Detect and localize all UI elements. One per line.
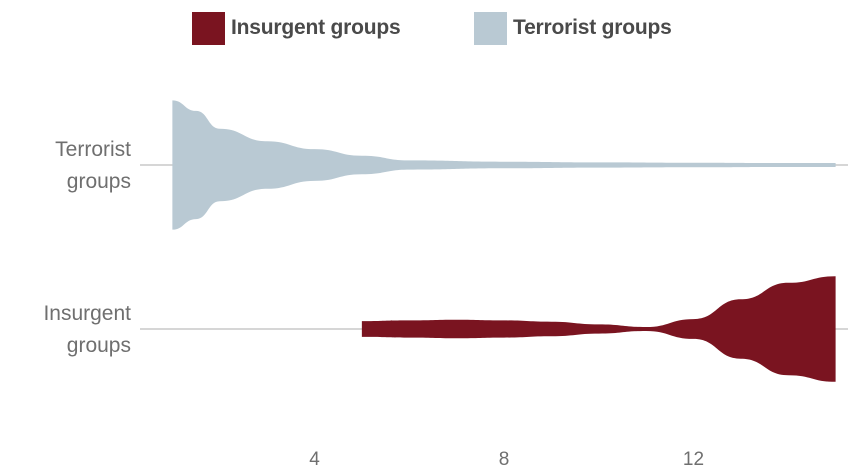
violin-terrorist bbox=[172, 100, 836, 230]
legend-label-terrorist: Terrorist groups bbox=[513, 16, 672, 39]
legend-swatch-terrorist bbox=[474, 11, 507, 45]
legend-item-insurgent: Insurgent groups bbox=[192, 10, 401, 46]
legend: Insurgent groups Terrorist groups bbox=[0, 10, 848, 46]
violin-insurgent bbox=[361, 276, 836, 382]
legend-swatch-insurgent bbox=[192, 11, 225, 45]
legend-label-insurgent: Insurgent groups bbox=[231, 16, 401, 39]
legend-item-terrorist: Terrorist groups bbox=[474, 10, 672, 46]
category-label-terrorist-1: Terrorist bbox=[55, 138, 131, 161]
category-label-insurgent-1: Insurgent bbox=[43, 302, 131, 325]
x-tick-label-4: 4 bbox=[309, 449, 320, 469]
category-label-terrorist-2: groups bbox=[67, 170, 131, 193]
x-tick-label-12: 12 bbox=[683, 449, 704, 469]
category-label-insurgent-2: groups bbox=[67, 334, 131, 357]
x-tick-label-8: 8 bbox=[499, 449, 510, 469]
